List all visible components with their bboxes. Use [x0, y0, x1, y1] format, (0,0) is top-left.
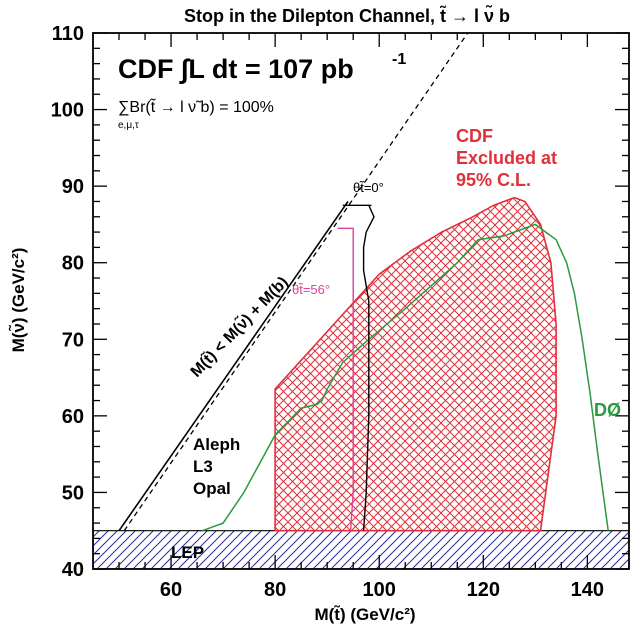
chart-title: Stop in the Dilepton Channel, t̃ → l ν̃ …: [184, 4, 510, 26]
y-tick-label: 80: [62, 253, 84, 275]
x-tick-label: 140: [571, 579, 604, 601]
theta0-label: θt̃=0°: [353, 180, 384, 195]
kinematic-limit-dashed-line: [123, 33, 469, 532]
headline-annotation: CDF ∫L dt = 107 pb: [118, 54, 354, 84]
y-tick-label: 50: [62, 482, 84, 504]
cdf-excluded-label: CDF: [456, 126, 493, 146]
theta56-label: θt̃=56°: [292, 282, 330, 297]
d0-limit-curve: [202, 223, 609, 532]
lep-experiment-label: Aleph: [193, 435, 240, 454]
kinematic-limit-line: [118, 201, 349, 532]
y-tick-label: 40: [62, 559, 84, 581]
y-tick-label: 100: [51, 100, 84, 122]
lep-experiment-label: L3: [193, 457, 213, 476]
x-axis-label: M(t̃) (GeV/c²): [314, 605, 415, 624]
plot-frame: [92, 32, 630, 570]
x-tick-label: 120: [467, 579, 500, 601]
cdf-excluded-label: Excluded at: [456, 148, 557, 168]
y-axis-label: M(ν̃) (GeV/c²): [8, 248, 28, 353]
cdf-excluded-region: [274, 196, 557, 532]
lep-label: LEP: [171, 543, 204, 562]
y-tick-label: 90: [62, 176, 84, 198]
y-tick-label: 70: [62, 329, 84, 351]
x-tick-label: 80: [264, 579, 286, 601]
y-tick-label: 60: [62, 406, 84, 428]
headline-superscript: -1: [392, 51, 406, 68]
lep-experiment-label: Opal: [193, 479, 231, 498]
x-tick-label: 100: [363, 579, 396, 601]
lep-excluded-band: [93, 530, 629, 569]
br-sum-subscript: e,μ,τ: [118, 120, 139, 131]
br-sum-annotation: ∑Br(t̃ → l ν̃ b) = 100%: [118, 97, 274, 116]
theta56-limit-curve: [337, 227, 354, 531]
d0-label: DØ: [594, 400, 621, 420]
x-tick-label: 60: [160, 579, 182, 601]
cdf-excluded-label: 95% C.L.: [456, 170, 531, 190]
y-tick-label: 110: [52, 23, 84, 45]
